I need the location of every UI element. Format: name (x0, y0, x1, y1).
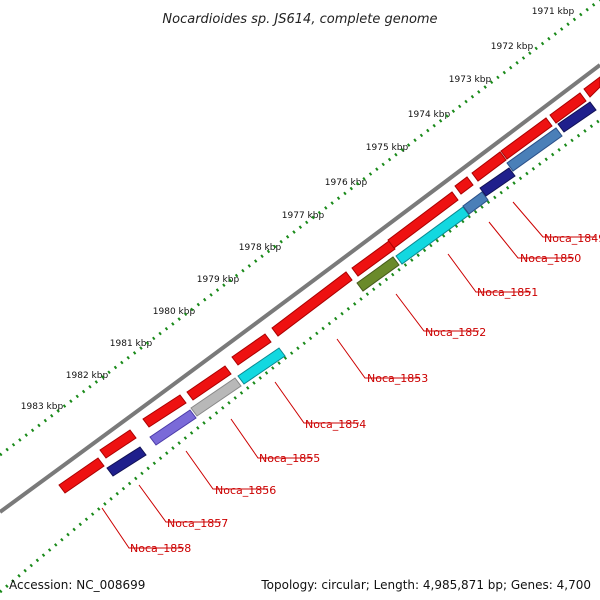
inner-ruler-track (0, 118, 600, 594)
gene-label: Noca_1858 (130, 542, 191, 555)
gene-arrow (106, 446, 147, 477)
gene-arrow (479, 167, 516, 197)
ruler-label-1971: 1971 kbp (532, 7, 575, 17)
gene-arrow (454, 176, 474, 195)
gene-arrow (142, 394, 187, 428)
gene-arrow (471, 151, 507, 182)
ruler-label-1979: 1979 kbp (197, 275, 240, 285)
gene-label: Noca_1853 (367, 372, 428, 385)
gene-arrow (549, 92, 587, 124)
ruler-label-1974: 1974 kbp (408, 110, 451, 120)
gene-labels: Noca_1849 Noca_1850 Noca_1851 Noca_1852 … (130, 232, 600, 555)
gene-arrow (58, 457, 105, 494)
ruler-labels: 1971 kbp 1972 kbp 1973 kbp 1974 kbp 1975… (21, 7, 575, 412)
gene-arrow (462, 191, 489, 215)
gene-label: Noca_1850 (520, 252, 581, 265)
label-leader-lines (101, 201, 596, 549)
ruler-label-1972: 1972 kbp (491, 42, 534, 52)
ruler-label-1976: 1976 kbp (325, 178, 368, 188)
gene-arrow (557, 101, 597, 133)
gene-label: Noca_1857 (167, 517, 228, 530)
gene-arrow (237, 347, 286, 385)
gene-arrow (186, 365, 232, 401)
reverse-strand-genes (106, 101, 597, 477)
gene-arrow (351, 240, 396, 277)
ruler-label-1983: 1983 kbp (21, 402, 64, 412)
outer-ruler-track (0, 0, 600, 457)
accession-text: Accession: NC_008699 (9, 578, 146, 592)
topology-text: Topology: circular; Length: 4,985,871 bp… (261, 578, 591, 592)
ruler-label-1975: 1975 kbp (366, 143, 409, 153)
gene-arrow (356, 256, 400, 292)
map-title: Nocardioides sp. JS614, complete genome (162, 12, 437, 27)
ruler-label-1977: 1977 kbp (282, 211, 325, 221)
gene-label: Noca_1852 (425, 326, 486, 339)
genome-backbone (0, 63, 600, 514)
gene-arrow (583, 76, 600, 98)
ruler-label-1978: 1978 kbp (239, 243, 282, 253)
forward-strand-genes (58, 76, 600, 494)
gene-label: Noca_1851 (477, 286, 538, 299)
gene-label: Noca_1854 (305, 418, 366, 431)
ruler-label-1982: 1982 kbp (66, 371, 109, 381)
gene-arrow (99, 429, 137, 459)
gene-label: Noca_1856 (215, 484, 276, 497)
gene-arrow (190, 377, 242, 417)
gene-label: Noca_1855 (259, 452, 320, 465)
ruler-label-1981: 1981 kbp (110, 339, 153, 349)
gene-arrow (387, 191, 459, 249)
gene-arrow (231, 333, 272, 366)
gene-arrow (149, 409, 197, 446)
ruler-label-1980: 1980 kbp (153, 307, 196, 317)
gene-arrow (500, 117, 553, 160)
ruler-label-1973: 1973 kbp (449, 75, 492, 85)
gene-arrow (271, 271, 353, 337)
gene-arrow (506, 127, 563, 172)
gene-arrow (395, 206, 470, 265)
gene-label: Noca_1849 (544, 232, 600, 245)
